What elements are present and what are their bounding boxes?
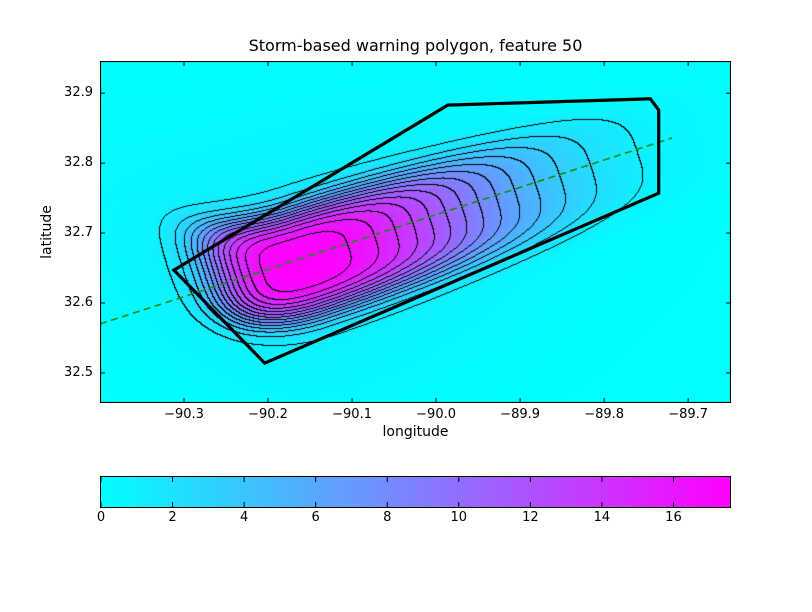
colorbar-tick-label: 2: [168, 510, 177, 525]
x-tick-label: −90.2: [248, 407, 288, 422]
y-axis-label: latitude: [39, 205, 55, 259]
y-tick-label: 32.5: [64, 364, 93, 380]
x-tick-label: −90.3: [164, 407, 204, 422]
y-axis-tick-labels: 32.9 32.8 32.7 32.6 32.5: [0, 61, 93, 403]
colorbar-tick-label: 16: [665, 510, 682, 525]
plot-area: [100, 61, 731, 403]
chart-title: Storm-based warning polygon, feature 50: [248, 36, 583, 55]
x-tick-label: −89.8: [584, 407, 625, 422]
colorbar-tick-label: 10: [450, 510, 468, 525]
colorbar-tick-label: 8: [383, 510, 392, 525]
colorbar-tick-labels: 0 2 4 6 8 10 12 14 16: [96, 510, 731, 527]
colorbar: [100, 476, 731, 508]
x-tick-label: −89.9: [500, 407, 541, 422]
contour-field-canvas: [100, 61, 731, 403]
y-tick-label: 32.6: [64, 294, 93, 310]
warning-polygon: [171, 97, 661, 366]
colorbar-tick-label: 12: [522, 510, 539, 525]
plot-frame: [100, 61, 731, 403]
y-tick-label: 32.8: [64, 155, 93, 171]
storm-track-line: [100, 137, 673, 325]
y-tick-label: 32.7: [64, 225, 93, 241]
x-axis-label: longitude: [382, 424, 449, 440]
colorbar-tick-label: 0: [96, 510, 106, 525]
colorbar-tick-label: 4: [239, 510, 249, 525]
x-tick-label: −90.0: [416, 407, 456, 422]
colorbar-tick-label: 6: [311, 510, 320, 525]
x-axis-tick-labels: −90.3 −90.2 −90.1 −90.0 −89.9 −89.8 −89.7: [100, 407, 731, 424]
colorbar-ticks-overlay: [101, 477, 674, 507]
plot-overlay: [100, 61, 731, 403]
x-tick-label: −90.1: [332, 407, 372, 422]
y-tick-label: 32.9: [64, 85, 93, 101]
colorbar-tick-label: 14: [593, 510, 611, 525]
x-tick-label: −89.7: [668, 407, 709, 422]
